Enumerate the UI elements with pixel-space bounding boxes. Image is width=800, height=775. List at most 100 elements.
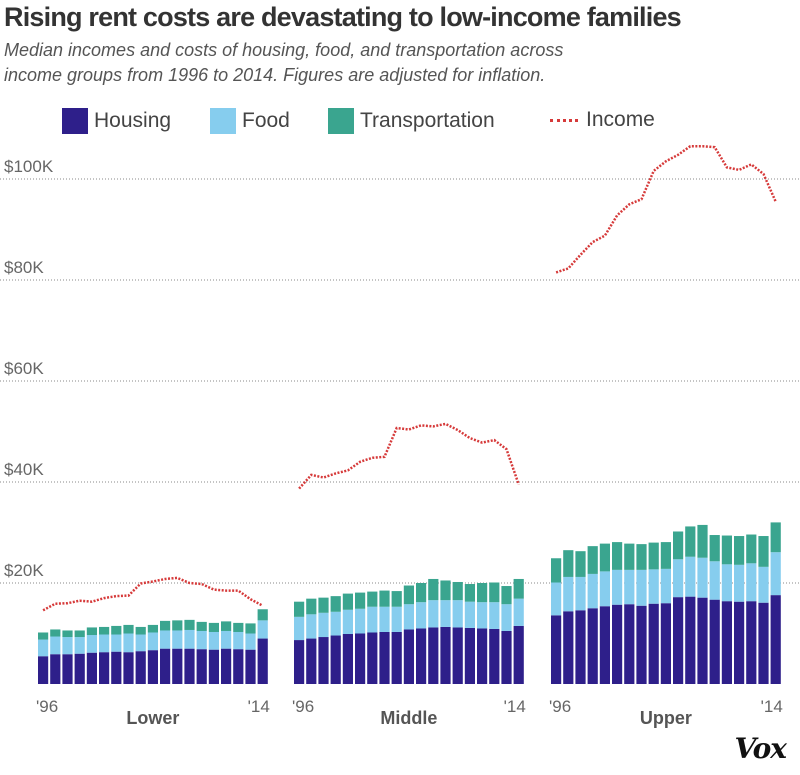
bar-food [624, 569, 635, 605]
bar-food [257, 620, 268, 639]
bar-food [172, 630, 183, 649]
bar-housing [746, 601, 757, 684]
bar-housing [452, 627, 463, 684]
y-tick-label: $100K [4, 157, 54, 176]
legend-item-income: Income [550, 108, 655, 132]
y-tick-label: $40K [4, 460, 44, 479]
bar-housing [709, 599, 720, 684]
bar-housing [50, 654, 61, 684]
bar-food [513, 598, 524, 626]
bar-transportation [758, 536, 769, 567]
bar-housing [391, 631, 402, 684]
bar-transportation [391, 591, 402, 607]
bar-food [452, 600, 463, 628]
bar-housing [501, 630, 512, 684]
bar-food [685, 556, 696, 597]
bar-housing [342, 634, 353, 684]
chart-subtitle: Median incomes and costs of housing, foo… [4, 40, 564, 85]
bar-food [74, 637, 85, 654]
bar-transportation [196, 621, 207, 631]
bar-food [86, 635, 97, 653]
y-tick-label: $80K [4, 258, 44, 277]
bar-food [416, 602, 427, 629]
bar-housing [318, 637, 329, 684]
bar-housing [221, 648, 232, 684]
group-label-lower: Lower [126, 708, 179, 728]
x-tick-label-end: '14 [248, 697, 270, 716]
bar-housing [233, 649, 244, 684]
bar-housing [612, 604, 623, 684]
bar-food [233, 631, 244, 650]
bar-transportation [673, 531, 684, 560]
bar-transportation [306, 598, 317, 615]
bar-housing [147, 650, 158, 684]
bar-food [160, 630, 171, 649]
bar-housing [551, 615, 562, 684]
bar-food [330, 611, 341, 636]
bar-housing [355, 633, 366, 684]
bar-housing [489, 628, 500, 684]
transportation-swatch [328, 108, 354, 134]
stacked-bar-chart: $20K $40K $60K $80K $100K '96 '14 Lower '96 '14 Mi… [0, 144, 800, 728]
bar-housing [330, 635, 341, 684]
x-tick-label-start: '96 [292, 697, 314, 716]
bar-food [770, 552, 781, 596]
bar-transportation [86, 627, 97, 636]
bar-transportation [477, 583, 488, 603]
bar-housing [440, 626, 451, 684]
bar-housing [697, 597, 708, 684]
food-swatch [210, 108, 236, 134]
bar-food [599, 571, 610, 607]
bar-transportation [172, 620, 183, 631]
bar-housing [477, 628, 488, 684]
bar-food [99, 634, 110, 653]
bar-food [367, 606, 378, 633]
bar-food [575, 576, 586, 611]
bar-housing [62, 654, 73, 684]
bar-food [62, 637, 73, 655]
bar-food [403, 604, 414, 630]
bar-transportation [734, 536, 745, 565]
bar-transportation [709, 535, 720, 562]
bar-transportation [318, 597, 329, 613]
bar-transportation [575, 551, 586, 577]
bar-housing [428, 627, 439, 684]
bar-food [563, 576, 574, 612]
bar-transportation [367, 591, 378, 607]
bar-transportation [379, 590, 390, 607]
y-tick-label: $60K [4, 359, 44, 378]
bar-food [428, 600, 439, 628]
bar-housing [172, 648, 183, 684]
bar-food [501, 604, 512, 631]
bar-housing [416, 628, 427, 684]
bar-transportation [111, 625, 122, 635]
bar-transportation [464, 584, 475, 602]
group-label-middle: Middle [380, 708, 437, 728]
bar-food [123, 633, 134, 653]
legend-label-transportation: Transportation [360, 109, 495, 132]
bar-food [734, 564, 745, 602]
bar-housing [587, 608, 598, 684]
bar-transportation [746, 534, 757, 564]
bar-transportation [99, 626, 110, 635]
bar-food [648, 569, 659, 604]
bar-transportation [599, 543, 610, 572]
bar-housing [74, 653, 85, 684]
bar-food [673, 559, 684, 598]
bar-transportation [428, 578, 439, 601]
bar-transportation [123, 624, 134, 634]
bar-transportation [135, 626, 146, 635]
bar-housing [660, 603, 671, 684]
bar-food [196, 630, 207, 650]
bar-housing [673, 597, 684, 684]
income-line-swatch [550, 118, 578, 122]
bar-housing [464, 627, 475, 684]
bar-food [697, 557, 708, 598]
bar-food [709, 561, 720, 600]
bar-housing [636, 605, 647, 684]
bar-transportation [452, 581, 463, 601]
bar-transportation [660, 542, 671, 569]
bar-food [721, 564, 732, 602]
bar-food [612, 569, 623, 605]
bar-transportation [587, 546, 598, 574]
